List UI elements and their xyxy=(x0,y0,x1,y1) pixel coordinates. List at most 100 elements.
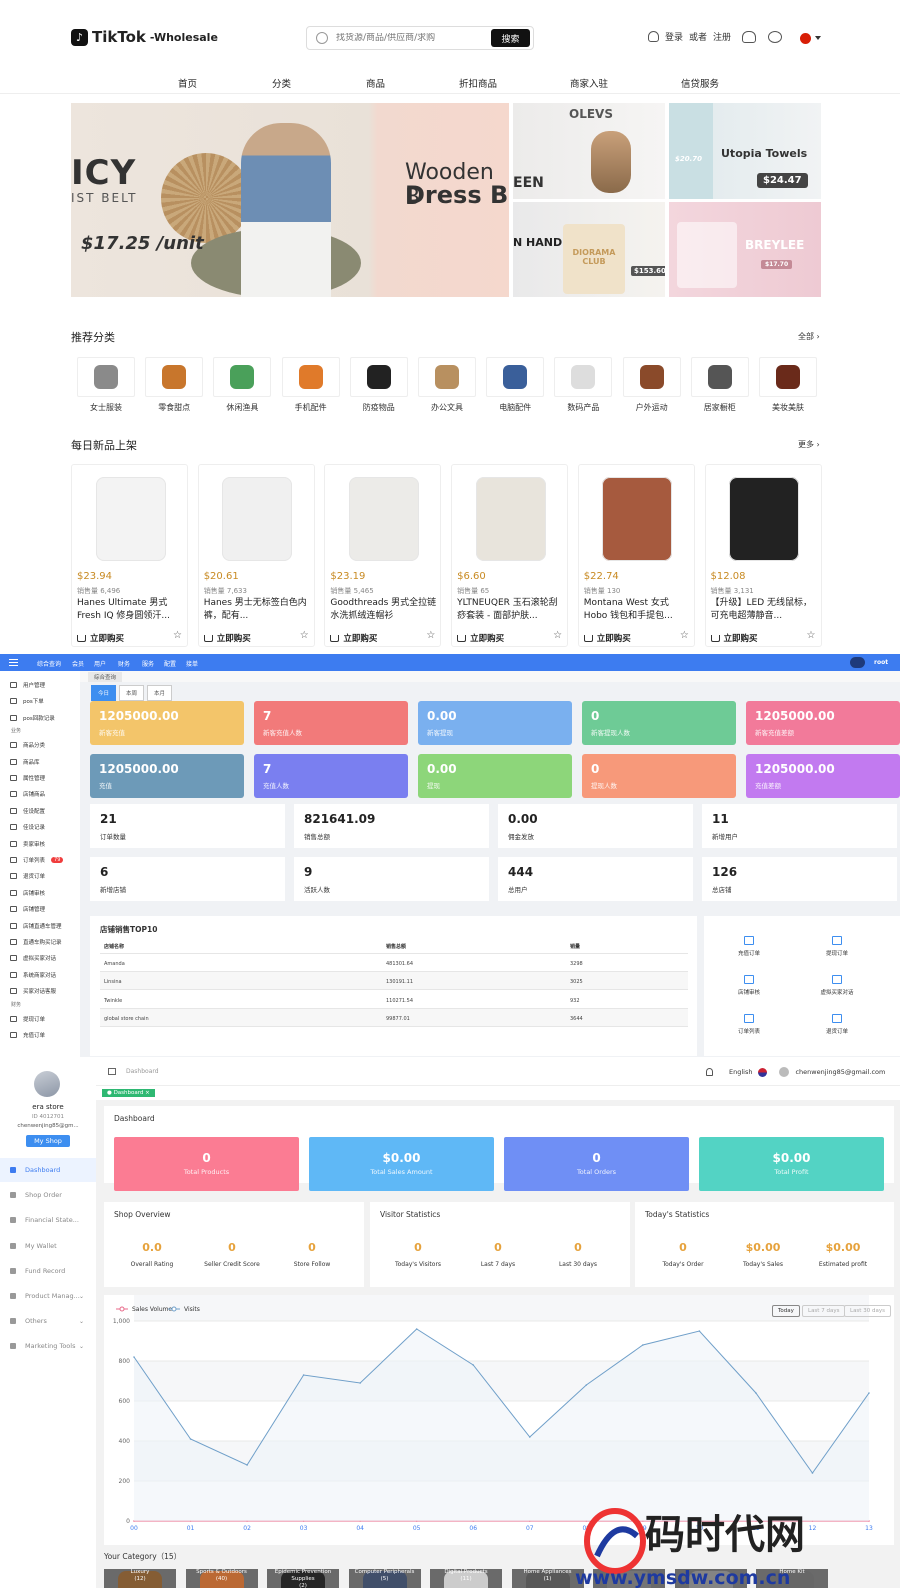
category-item[interactable]: 女士服装 xyxy=(77,357,135,413)
stat-card[interactable]: 1205000.00 新客充值差额 xyxy=(746,701,900,745)
stat-card[interactable]: 0.00 提现 xyxy=(418,754,572,798)
promo-tile-towels[interactable]: Utopia Towels $20.70 $24.47 xyxy=(669,103,821,199)
nav-home[interactable]: 首页 xyxy=(178,79,198,90)
buy-now-button[interactable]: 立即购买 xyxy=(330,632,377,644)
category-item[interactable]: 零食甜点 xyxy=(145,357,204,413)
admin-sidebar-item[interactable]: 属性管理 xyxy=(10,774,45,782)
buy-now-button[interactable]: 立即购买 xyxy=(583,632,631,644)
product-card[interactable]: $22.74 销售量 130 Montana West 女式 Hobo 钱包和手提包… xyxy=(577,464,695,647)
admin-sidebar-item[interactable]: 佳设记录 xyxy=(10,823,45,831)
summary-card[interactable]: 0 Total Orders xyxy=(504,1137,689,1191)
product-card[interactable]: $6.60 销售量 65 YLTNEUQER 玉石滚轮刮痧套装 - 面部护肤... 立… xyxy=(451,464,569,647)
nav-merchant-join[interactable]: 商家入驻 xyxy=(570,79,609,90)
quick-action[interactable]: 虚拟买家对话 xyxy=(802,975,872,996)
product-card[interactable]: $20.61 销售量 7,633 Hanes 男士无标签白色内裤，配有... 立即购买… xyxy=(197,464,315,647)
promo-tile-cosmetics[interactable]: BREYLEE $17.70 xyxy=(669,202,821,297)
topnav-item[interactable]: 会员 xyxy=(72,661,85,668)
stat-card[interactable]: 1205000.00 新客充值 xyxy=(90,701,244,745)
promo-tile-watch[interactable]: OLEVS EEN xyxy=(513,103,665,199)
chat-bubble-icon[interactable] xyxy=(768,31,782,43)
category-tile[interactable]: Digital Products (11) xyxy=(430,1569,502,1588)
seller-nav-item[interactable]: Dashboard xyxy=(0,1158,96,1182)
account-avatar[interactable] xyxy=(779,1067,790,1077)
china-flag-icon[interactable] xyxy=(800,33,811,44)
seller-nav-item[interactable]: Marketing Tools ⌄ xyxy=(0,1334,96,1358)
bell-icon[interactable] xyxy=(706,1068,713,1076)
stat-card[interactable]: 1205000.00 充值 xyxy=(90,754,244,798)
hero-banner[interactable]: ICY IST BELT $17.25 /unit Wooden B Dress… xyxy=(71,103,509,297)
seller-nav-item[interactable]: Financial State... xyxy=(0,1208,96,1232)
admin-sidebar-item[interactable]: 充值订单 xyxy=(10,1031,45,1039)
product-card[interactable]: $23.19 销售量 5,465 Goodthreads 男式全拉链水洗抓绒连帽衫立… xyxy=(324,464,442,647)
seller-nav-item[interactable]: Fund Record xyxy=(0,1259,96,1283)
admin-sidebar-item[interactable]: 商品库 xyxy=(10,758,40,766)
account-email[interactable]: chenwenjing85@gmail.com xyxy=(795,1068,886,1076)
category-item[interactable]: 居家橱柜 xyxy=(690,357,749,413)
topnav-item[interactable]: 服务 xyxy=(142,661,155,668)
table-row[interactable]: Linsina 130191.11 3025 xyxy=(100,972,688,991)
admin-sidebar-item[interactable]: 直通车购买记录 xyxy=(10,938,62,946)
admin-user[interactable]: root xyxy=(874,659,889,666)
menu-icon[interactable] xyxy=(9,659,18,666)
admin-sidebar-item[interactable]: 系统商家对话 xyxy=(10,971,56,979)
stat-card[interactable]: 7 充值人数 xyxy=(254,754,408,798)
category-item[interactable]: 办公文具 xyxy=(418,357,476,413)
admin-sidebar-item[interactable]: 提现订单 xyxy=(10,1015,45,1023)
table-row[interactable]: global store chain 99877.01 3644 xyxy=(100,1008,688,1027)
admin-sidebar-item[interactable]: pos回款记录 xyxy=(10,714,55,722)
headset-icon[interactable] xyxy=(742,31,756,43)
favorite-icon[interactable]: ☆ xyxy=(679,630,689,641)
quick-action[interactable]: 提现订单 xyxy=(802,936,872,957)
category-tile[interactable]: Home Kit xyxy=(756,1569,828,1588)
range-today[interactable]: Today xyxy=(772,1305,800,1317)
language-select[interactable]: English xyxy=(729,1068,753,1076)
favorite-icon[interactable]: ☆ xyxy=(806,630,816,641)
stat-card[interactable]: 0.00 新客提现 xyxy=(418,701,572,745)
tiktok-logo[interactable]: ♪ TikTok -Wholesale xyxy=(71,28,218,46)
login-link[interactable]: 登录 xyxy=(665,33,684,43)
topnav-item[interactable]: 配置 xyxy=(164,661,177,668)
admin-sidebar-item[interactable]: 店铺审核 xyxy=(10,889,45,897)
admin-sidebar-item[interactable]: 卖家审核 xyxy=(10,840,45,848)
stat-card[interactable]: 0 提现人数 xyxy=(582,754,736,798)
category-tile[interactable]: Computer Peripherals (5) xyxy=(348,1569,421,1588)
admin-sidebar-item[interactable]: 店铺直通车管理 xyxy=(10,922,62,930)
tab-overview[interactable]: 综合查询 xyxy=(88,672,123,682)
summary-card[interactable]: $0.00 Total Profit xyxy=(699,1137,884,1191)
my-shop-button[interactable]: My Shop xyxy=(26,1135,70,1147)
admin-sidebar-item[interactable]: 买家对话客服 xyxy=(10,987,56,995)
range-7-days[interactable]: Last 7 days xyxy=(802,1305,846,1317)
favorite-icon[interactable]: ☆ xyxy=(553,630,563,641)
category-tile[interactable]: Luxury (12) xyxy=(104,1569,176,1588)
stat-card[interactable]: 1205000.00 充值差额 xyxy=(746,754,900,798)
admin-sidebar-item[interactable]: 店铺管理 xyxy=(10,905,45,913)
buy-now-button[interactable]: 立即购买 xyxy=(77,632,124,644)
category-item[interactable]: 电脑配件 xyxy=(486,357,545,413)
admin-sidebar-item[interactable]: pos下单 xyxy=(10,697,44,705)
dashboard-tag[interactable]: ● Dashboard × xyxy=(102,1089,155,1097)
table-row[interactable]: Twinkle 110271.54 932 xyxy=(100,991,688,1009)
register-link[interactable]: 注册 xyxy=(713,33,732,43)
admin-sidebar-item[interactable]: 退货订单 xyxy=(10,872,45,880)
collapse-icon[interactable] xyxy=(108,1068,116,1075)
buy-now-button[interactable]: 立即购买 xyxy=(710,632,758,644)
summary-card[interactable]: 0 Total Products xyxy=(114,1137,299,1191)
category-item[interactable]: 手机配件 xyxy=(281,357,340,413)
admin-sidebar-item[interactable]: 商品分类 xyxy=(10,741,45,749)
chevron-down-icon[interactable] xyxy=(815,36,821,40)
topnav-item[interactable]: 接单 xyxy=(186,661,199,668)
nav-discount[interactable]: 折扣商品 xyxy=(459,79,498,90)
seller-nav-item[interactable]: My Wallet xyxy=(0,1234,96,1258)
search-input[interactable] xyxy=(336,33,491,43)
quick-action[interactable]: 充值订单 xyxy=(714,936,784,957)
category-item[interactable]: 休闲渔具 xyxy=(213,357,272,413)
category-tile[interactable] xyxy=(674,1569,747,1588)
favorite-icon[interactable]: ☆ xyxy=(299,630,309,641)
range-30-days[interactable]: Last 30 days xyxy=(844,1305,891,1317)
category-item[interactable]: 防疫物品 xyxy=(349,357,408,413)
summary-card[interactable]: $0.00 Total Sales Amount xyxy=(309,1137,494,1191)
stat-card[interactable]: 0 新客提现人数 xyxy=(582,701,736,745)
daily-more-link[interactable]: 更多 › xyxy=(798,440,820,449)
tab-month[interactable]: 本月 xyxy=(147,685,173,701)
product-card[interactable]: $12.08 销售量 3,131 【升级】LED 无线鼠标，可充电超薄静音... 立即… xyxy=(704,464,822,647)
